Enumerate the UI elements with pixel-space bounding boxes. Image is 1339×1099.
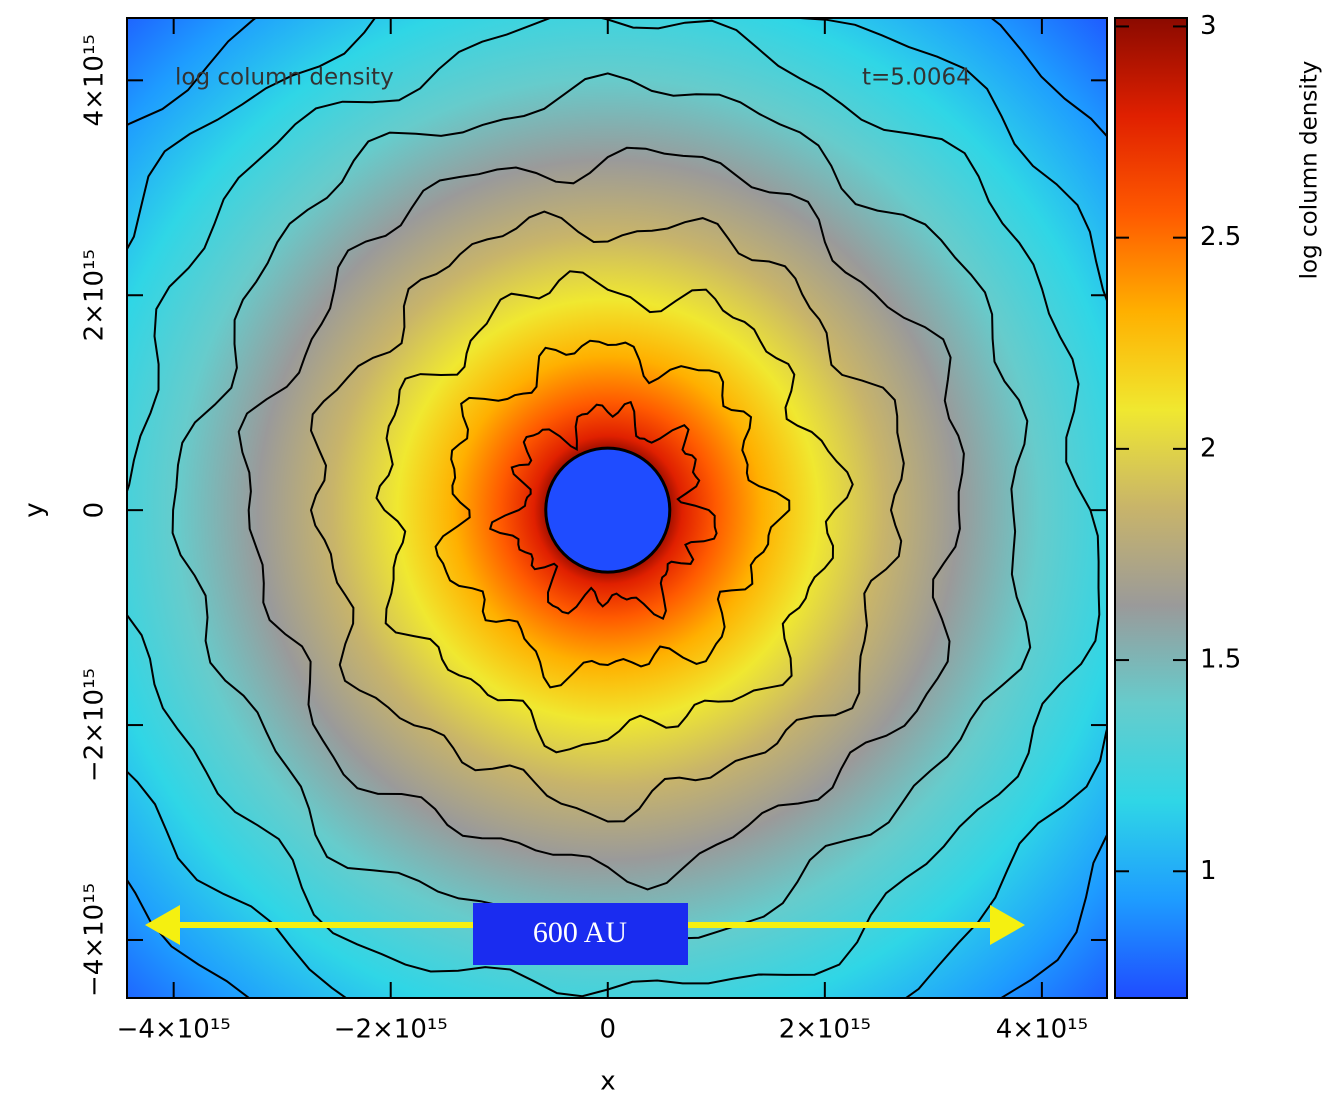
x-tick-label: 4×10¹⁵ (996, 1015, 1088, 1045)
y-tick-label: 0 (80, 502, 110, 519)
density-image (127, 18, 1107, 998)
y-tick-label: −4×10¹⁵ (80, 883, 110, 997)
contour (309, 210, 905, 823)
contour (375, 270, 854, 754)
colorbar-label: log column density (1297, 61, 1323, 280)
contour (127, 18, 1107, 998)
x-label: x (600, 1067, 615, 1097)
colorbar-tick-label: 2.5 (1200, 222, 1241, 252)
contour (237, 146, 965, 891)
x-tick-label: 0 (600, 1015, 617, 1045)
contour (488, 400, 718, 620)
x-tick-label: −4×10¹⁵ (117, 1015, 231, 1045)
y-tick-label: −2×10¹⁵ (80, 668, 110, 782)
plot-title: log column density (175, 65, 394, 91)
plot-frame (126, 17, 1108, 999)
sink-particle (544, 446, 672, 574)
contour (127, 18, 1101, 998)
scale-box (473, 903, 688, 965)
arrow-head (990, 905, 1025, 945)
contour (434, 339, 791, 689)
y-tick-label: 4×10¹⁵ (80, 34, 110, 126)
colorbar-tick-label: 3 (1200, 11, 1217, 41)
arrow-head (145, 905, 180, 945)
contour (171, 72, 1032, 940)
time-annotation: t=5.0064 (862, 65, 971, 91)
colorbar-tick-label: 1.5 (1200, 645, 1241, 675)
colorbar-tick-label: 1 (1200, 856, 1217, 886)
x-tick-label: 2×10¹⁵ (779, 1015, 871, 1045)
y-label: y (20, 502, 50, 517)
colorbar-tick-label: 2 (1200, 433, 1217, 463)
x-tick-label: −2×10¹⁵ (334, 1015, 448, 1045)
y-tick-label: 2×10¹⁵ (80, 249, 110, 341)
scale-label: 600 AU (533, 916, 628, 949)
colorbar (1114, 17, 1188, 999)
scale-arrow: 600 AU (145, 903, 1025, 965)
